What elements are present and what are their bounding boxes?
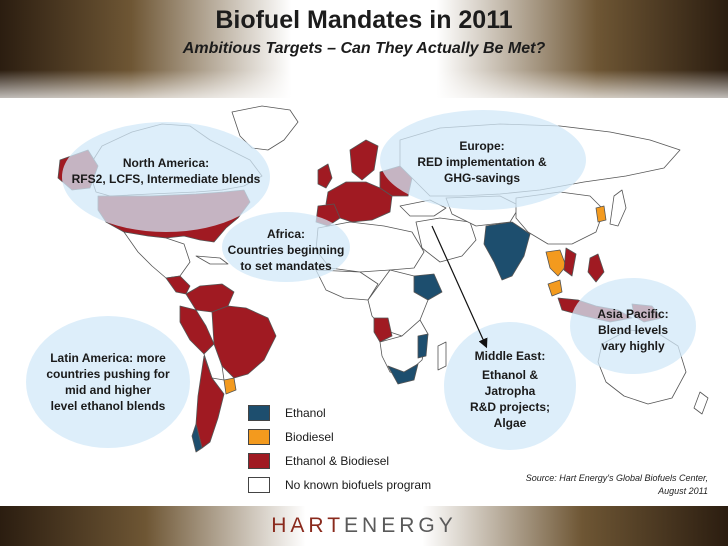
bubble-asia-pacific — [570, 278, 696, 374]
country-mozambique — [417, 333, 429, 359]
label-north-america: North America: RFS2, LCFS, Intermediate … — [64, 155, 268, 187]
country-malaysia — [547, 279, 563, 297]
country-india — [483, 221, 531, 281]
label-middle-east-line-2: Ethanol & — [482, 368, 538, 382]
legend-label-none: No known biofuels program — [285, 478, 432, 492]
label-latin-america: Latin America: more countries pushing fo… — [30, 350, 186, 414]
country-mexico — [123, 231, 191, 279]
country-china — [515, 191, 605, 245]
bubble-europe — [380, 110, 586, 210]
legend-label-ethanol-biodiesel: Ethanol & Biodiesel — [285, 454, 390, 468]
country-chile — [191, 423, 203, 453]
label-middle-east: Middle East: Ethanol & Jatropha R&D proj… — [448, 348, 572, 431]
label-asia-pacific-line-3: vary highly — [601, 339, 665, 353]
country-new-zealand — [693, 391, 709, 415]
bubble-africa — [222, 212, 350, 282]
country-korea — [595, 205, 607, 223]
country-cuba — [195, 255, 229, 265]
label-africa-line-2: Countries beginning — [227, 243, 345, 257]
country-uk — [317, 163, 333, 189]
label-latin-america-line-1: Latin America: more — [50, 351, 166, 365]
label-middle-east-line-1: Middle East: — [474, 349, 546, 363]
source-note: Source: Hart Energy's Global Biofuels Ce… — [526, 472, 708, 498]
source-line-2: August 2011 — [658, 486, 708, 496]
country-japan — [609, 189, 627, 227]
label-europe-line-3: GHG-savings — [443, 171, 521, 185]
label-middle-east-line-5: Algae — [493, 416, 527, 430]
legend-swatch-biodiesel — [248, 429, 270, 445]
country-south-africa — [387, 363, 419, 385]
country-uruguay — [223, 377, 237, 395]
legend-label-ethanol: Ethanol — [285, 406, 326, 420]
label-latin-america-line-2: countries pushing for — [46, 367, 170, 381]
label-europe-line-1: Europe: — [459, 139, 505, 153]
label-latin-america-line-4: level ethanol blends — [50, 399, 166, 413]
bubble-latin-america — [26, 316, 190, 448]
country-philippines — [587, 253, 605, 283]
country-colombia — [185, 283, 235, 313]
logo-energy: ENERGY — [344, 514, 457, 537]
country-argentina — [195, 355, 225, 449]
label-europe-line-2: RED implementation & — [417, 155, 547, 169]
country-thailand — [545, 249, 567, 277]
page-title: Biofuel Mandates in 2011 — [215, 6, 513, 34]
label-north-america-line-2: RFS2, LCFS, Intermediate blends — [71, 172, 261, 186]
country-madagascar — [437, 341, 447, 371]
country-scandinavia — [349, 139, 379, 181]
label-middle-east-line-4: R&D projects; — [469, 400, 550, 414]
legend-label-biodiesel: Biodiesel — [285, 430, 334, 444]
country-central-america — [165, 275, 191, 295]
label-middle-east-line-3: Jatropha — [484, 384, 536, 398]
label-asia-pacific-line-2: Blend levels — [597, 323, 669, 337]
country-peru — [179, 305, 215, 355]
label-europe: Europe: RED implementation & GHG-savings — [394, 138, 570, 186]
header-fade — [0, 70, 728, 110]
hart-energy-logo: HARTENERGY — [0, 514, 728, 538]
label-asia-pacific-line-1: Asia Pacific: — [597, 307, 669, 321]
source-line-1: Source: Hart Energy's Global Biofuels Ce… — [525, 473, 708, 483]
country-angola — [373, 317, 393, 343]
label-africa-line-3: to set mandates — [240, 259, 332, 273]
bubble-north-america — [62, 122, 270, 232]
page-subtitle: Ambitious Targets – Can They Actually Be… — [182, 40, 546, 57]
footer-band — [0, 506, 728, 546]
label-africa-line-1: Africa: — [266, 227, 305, 241]
country-middle-east — [415, 217, 477, 263]
legend-swatch-ethanol-biodiesel — [248, 453, 270, 469]
label-asia-pacific: Asia Pacific: Blend levels vary highly — [580, 306, 686, 354]
label-latin-america-line-3: mid and higher — [64, 383, 151, 397]
logo-hart: HART — [271, 514, 345, 537]
legend-swatch-none — [248, 477, 270, 493]
country-southern-africa — [379, 319, 429, 377]
label-africa: Africa: Countries beginning to set manda… — [224, 226, 348, 274]
country-vietnam — [563, 247, 577, 277]
label-north-america-line-1: North America: — [122, 156, 210, 170]
legend-swatch-ethanol — [248, 405, 270, 421]
